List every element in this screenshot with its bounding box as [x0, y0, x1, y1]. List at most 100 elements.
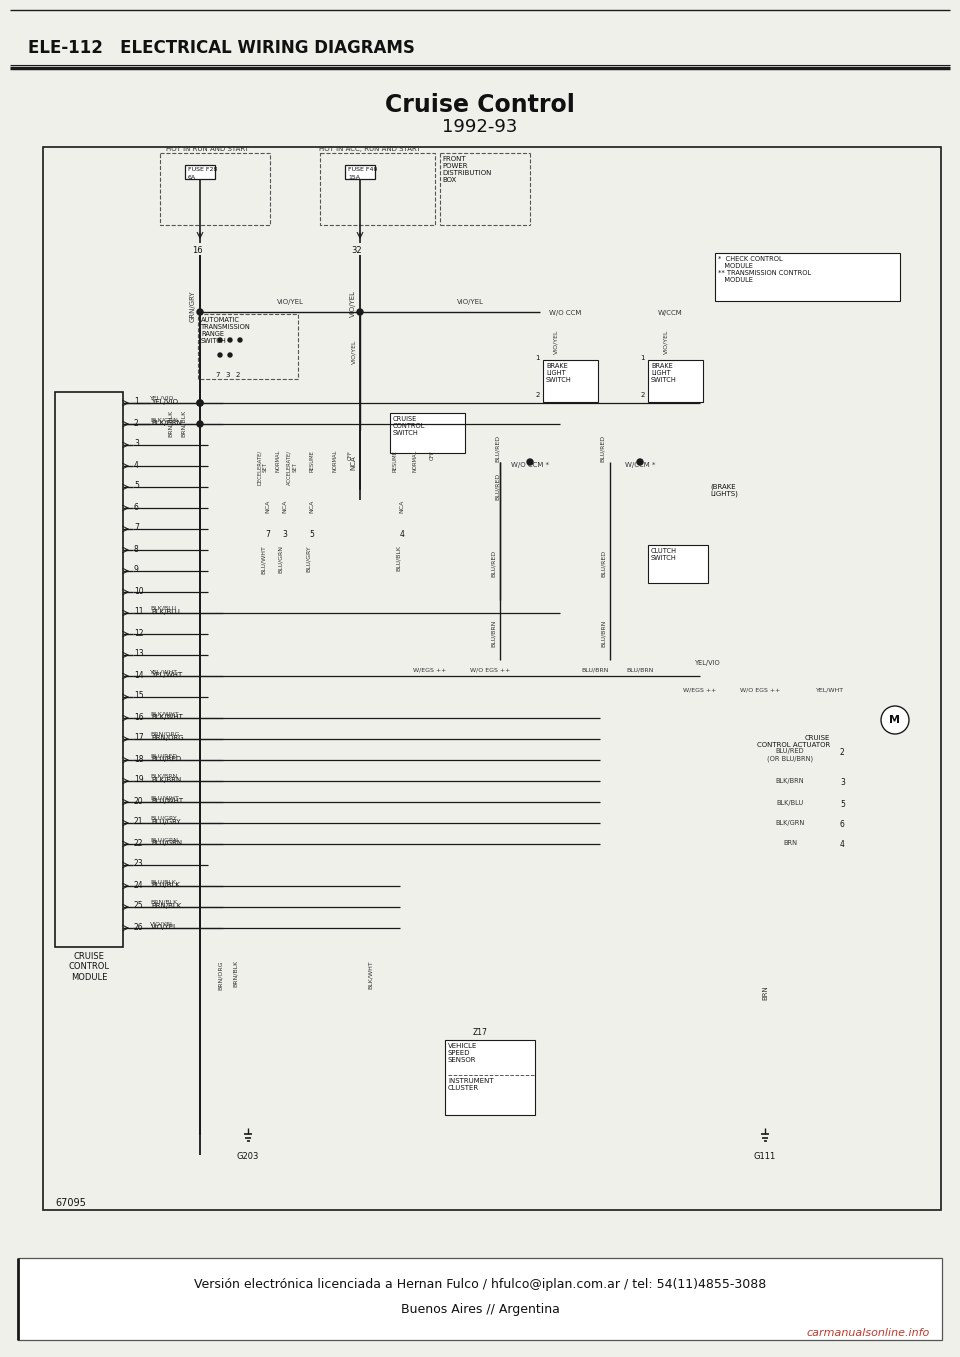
Text: 16: 16 — [134, 712, 144, 722]
Text: OFF: OFF — [348, 451, 352, 460]
Bar — [198, 313, 298, 379]
Text: NCA: NCA — [309, 499, 315, 513]
Text: BLU/BLK: BLU/BLK — [396, 546, 400, 571]
Text: BLK/BLU: BLK/BLU — [151, 609, 180, 615]
Text: VEHICLE
SPEED
SENSOR: VEHICLE SPEED SENSOR — [448, 1044, 477, 1063]
Text: VIO/YEL: VIO/YEL — [276, 299, 303, 305]
Text: 6: 6 — [134, 502, 139, 512]
Text: YEL/VIO: YEL/VIO — [151, 399, 178, 404]
Text: BLU/BRN: BLU/BRN — [626, 668, 654, 673]
Text: 17: 17 — [134, 734, 144, 742]
Text: BLK/WHT: BLK/WHT — [368, 959, 372, 989]
Text: RESUME: RESUME — [309, 451, 315, 472]
Text: 2: 2 — [536, 392, 540, 398]
Text: BLK/BLU: BLK/BLU — [150, 607, 176, 611]
Text: 6A: 6A — [188, 175, 196, 180]
Text: W/O EGS ++: W/O EGS ++ — [469, 668, 510, 673]
Text: G203: G203 — [237, 1152, 259, 1162]
Text: 7: 7 — [216, 372, 220, 379]
Circle shape — [197, 400, 203, 406]
Text: 67095: 67095 — [55, 1198, 85, 1208]
Text: AUTOMATIC
TRANSMISSION
RANGE
SWITCH: AUTOMATIC TRANSMISSION RANGE SWITCH — [201, 318, 251, 345]
Bar — [185, 166, 215, 179]
Text: BLU/BLK: BLU/BLK — [151, 882, 180, 887]
Text: 20: 20 — [134, 797, 144, 806]
Text: FRONT
POWER
DISTRIBUTION
BOX: FRONT POWER DISTRIBUTION BOX — [442, 156, 492, 183]
Text: 1: 1 — [134, 398, 139, 407]
Text: 23: 23 — [134, 859, 144, 868]
Text: NORMAL: NORMAL — [276, 451, 280, 472]
Text: 3: 3 — [134, 440, 139, 449]
Text: NCA: NCA — [399, 499, 404, 513]
Text: NCA: NCA — [282, 499, 287, 513]
Text: 11: 11 — [134, 608, 143, 616]
Text: BLK/BRN: BLK/BRN — [151, 778, 181, 783]
Text: 1: 1 — [640, 356, 645, 361]
Text: W/O EGS ++: W/O EGS ++ — [740, 688, 780, 693]
Text: 25: 25 — [134, 901, 144, 911]
Text: HOT IN ACC, RUN AND START: HOT IN ACC, RUN AND START — [320, 147, 420, 152]
Text: YEL/VIO: YEL/VIO — [150, 396, 175, 402]
Text: 26: 26 — [134, 923, 144, 931]
Text: BLU/GRN: BLU/GRN — [150, 837, 178, 841]
Circle shape — [637, 459, 643, 465]
Text: VIO/YEL: VIO/YEL — [457, 299, 484, 305]
Text: 2: 2 — [236, 372, 240, 379]
Bar — [543, 360, 598, 402]
Circle shape — [228, 353, 232, 357]
Bar — [43, 147, 941, 1210]
Text: 2: 2 — [134, 418, 139, 427]
Circle shape — [197, 421, 203, 427]
Text: CRUISE
CONTROL
MODULE: CRUISE CONTROL MODULE — [68, 953, 109, 982]
Circle shape — [228, 338, 232, 342]
Text: ELE-112   ELECTRICAL WIRING DIAGRAMS: ELE-112 ELECTRICAL WIRING DIAGRAMS — [28, 39, 415, 57]
Text: ACCELERATE/
SET: ACCELERATE/ SET — [287, 451, 298, 484]
Circle shape — [197, 400, 203, 406]
Text: Z17: Z17 — [472, 1029, 488, 1037]
Text: BLU/RED: BLU/RED — [494, 474, 499, 501]
Bar — [648, 546, 708, 584]
Text: INSTRUMENT
CLUSTER: INSTRUMENT CLUSTER — [448, 1077, 493, 1091]
Text: W/O CCM *: W/O CCM * — [511, 461, 549, 468]
Text: BLU/BLK: BLU/BLK — [150, 879, 176, 883]
Text: BLU/RED: BLU/RED — [599, 436, 605, 463]
Text: 7: 7 — [134, 524, 139, 532]
Text: W/CCM *: W/CCM * — [625, 461, 655, 468]
Text: 16: 16 — [192, 246, 203, 255]
Text: BLK/WHT: BLK/WHT — [151, 714, 182, 721]
Bar — [320, 153, 435, 225]
Text: 5: 5 — [134, 482, 139, 490]
Text: FUSE F40: FUSE F40 — [348, 167, 377, 172]
Text: carmanualsonline.info: carmanualsonline.info — [806, 1329, 930, 1338]
Text: 4: 4 — [134, 460, 139, 470]
Text: RESUME: RESUME — [393, 451, 397, 472]
Text: 19: 19 — [134, 775, 144, 784]
Text: 1992-93: 1992-93 — [443, 118, 517, 136]
Text: 12: 12 — [134, 628, 143, 638]
Text: VIO/YEL: VIO/YEL — [663, 330, 668, 354]
Text: W/EGS ++: W/EGS ++ — [684, 688, 717, 693]
Text: 21: 21 — [134, 817, 143, 826]
Text: VIO/YEL: VIO/YEL — [150, 921, 175, 925]
Text: W/O CCM: W/O CCM — [549, 309, 581, 316]
Text: BRN/ORG: BRN/ORG — [150, 731, 180, 737]
Text: 24: 24 — [134, 881, 144, 889]
Text: BLU/WHT: BLU/WHT — [260, 546, 266, 574]
Text: W/EGS ++: W/EGS ++ — [414, 668, 446, 673]
Text: BLU/RED: BLU/RED — [491, 550, 496, 577]
Text: BRN/BLK: BRN/BLK — [232, 959, 237, 988]
Text: 9: 9 — [134, 566, 139, 574]
Text: BLU/GRN: BLU/GRN — [151, 840, 182, 845]
Text: 5: 5 — [309, 531, 315, 539]
Text: BLK/GRN: BLK/GRN — [151, 421, 181, 426]
Text: Buenos Aires // Argentina: Buenos Aires // Argentina — [400, 1303, 560, 1316]
Text: BLU/RED: BLU/RED — [601, 550, 606, 577]
Text: *  CHECK CONTROL
   MODULE
** TRANSMISSION CONTROL
   MODULE: * CHECK CONTROL MODULE ** TRANSMISSION C… — [718, 256, 811, 284]
Text: YEL/VIO: YEL/VIO — [695, 660, 721, 666]
Text: 13: 13 — [134, 650, 144, 658]
Text: BRN/BLK: BRN/BLK — [180, 410, 185, 437]
Text: VIO/YEL: VIO/YEL — [350, 290, 356, 318]
Text: BRN/ORG: BRN/ORG — [218, 959, 223, 989]
Text: FUSE F28: FUSE F28 — [188, 167, 217, 172]
Bar — [55, 392, 123, 947]
